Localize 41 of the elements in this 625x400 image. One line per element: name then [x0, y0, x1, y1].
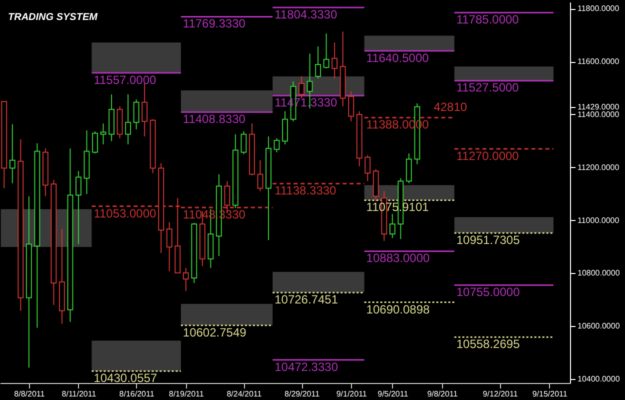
- ref-line-label: 10602.7549: [182, 325, 247, 340]
- x-tick-label: 8/29/2011: [284, 390, 320, 398]
- x-tick-label: 8/11/2011: [62, 390, 97, 398]
- x-tick-label: 8/8/2011: [14, 390, 46, 398]
- text: TRADING SYSTEM: [8, 12, 98, 23]
- ref-line-label: 11053.0000: [94, 206, 157, 220]
- x-tick-label: 9/8/2011: [427, 390, 458, 398]
- ref-line-label: 10726.7451: [274, 292, 338, 307]
- ref-line-label: 10883.0000: [366, 251, 430, 266]
- x-tick-label: 8/24/2011: [226, 390, 262, 398]
- ref-line-label: 10430.0557: [94, 371, 158, 386]
- ref-line-label: 11270.0000: [456, 148, 520, 163]
- ref-line-label: 11557.0000: [94, 72, 157, 87]
- x-tick-label: 9/1/2011: [336, 390, 368, 398]
- ref-line-label: 11785.0000: [456, 12, 520, 27]
- ref-line-label: 11804.3330: [274, 7, 338, 22]
- y-tick-label: 10800.0000: [578, 268, 620, 278]
- ref-line-label: 11769.3330: [182, 16, 246, 31]
- ref-line-label: 10755.0000: [456, 285, 520, 300]
- ref-line-label: 11408.8330: [182, 112, 246, 126]
- ref-line-label: 10472.3330: [274, 360, 338, 374]
- annotation: 42810: [434, 100, 468, 114]
- y-tick-label: 11000.0000: [578, 216, 620, 225]
- y-tick-label: 10600.0000: [578, 322, 620, 331]
- x-tick-label: 8/19/2011: [168, 390, 204, 398]
- ref-line-label: 11138.3330: [274, 184, 337, 198]
- x-tick-label: 9/5/2011: [378, 390, 409, 398]
- ref-line-label: 11640.5000: [366, 50, 430, 65]
- x-tick-label: 9/12/2011: [482, 390, 518, 398]
- ref-line-label: 10690.0898: [366, 302, 430, 316]
- y-tick-label: 11400.0000: [578, 110, 620, 119]
- x-tick-label: 9/15/2011: [532, 390, 568, 398]
- ref-line-label: 10951.7305: [456, 233, 520, 248]
- x-tick-label: 8/16/2011: [119, 390, 155, 398]
- y-tick-label: 11200.0000: [578, 162, 620, 172]
- ref-line-label: 10558.2695: [456, 337, 520, 352]
- y-tick-label: 10400.0000: [578, 374, 620, 384]
- ref-line-label: 11527.5000: [456, 80, 520, 95]
- y-tick-label: 11600.0000: [578, 57, 620, 66]
- y-tick-label: 11800.0000: [578, 4, 620, 14]
- y-tick-label: 11429.0000: [578, 102, 620, 112]
